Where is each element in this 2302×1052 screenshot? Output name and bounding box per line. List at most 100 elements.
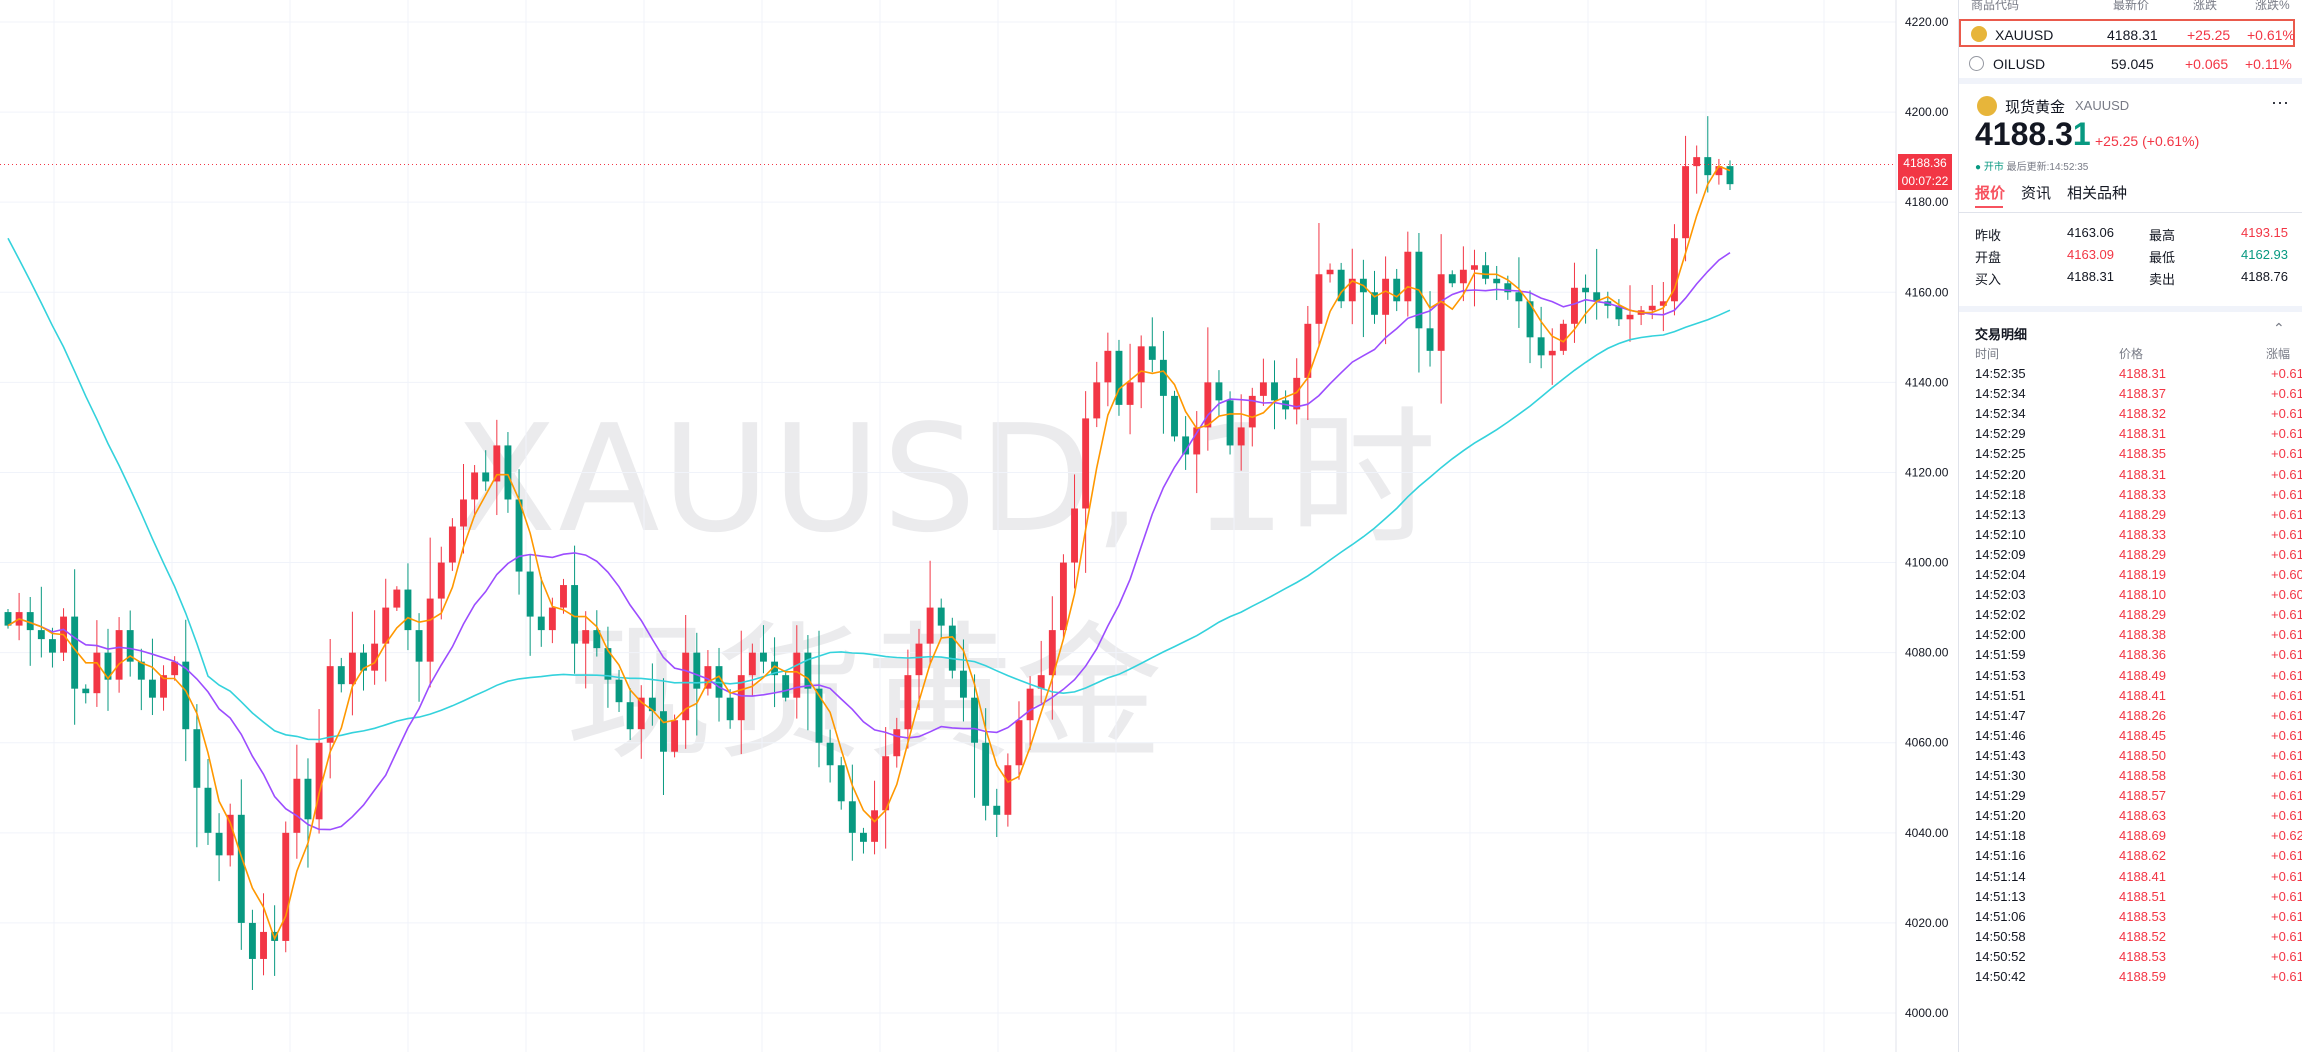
- candle-body[interactable]: [1204, 382, 1212, 428]
- candle-body[interactable]: [515, 499, 523, 572]
- candle-body[interactable]: [1504, 283, 1512, 293]
- candle-body[interactable]: [1404, 251, 1412, 302]
- candle-body[interactable]: [937, 607, 945, 626]
- candle-body[interactable]: [1115, 350, 1123, 405]
- candle-body[interactable]: [371, 643, 379, 671]
- candle-body[interactable]: [1004, 765, 1012, 815]
- candle-body[interactable]: [1571, 287, 1578, 324]
- candle-body[interactable]: [1304, 323, 1312, 378]
- tab-related[interactable]: 相关品种: [2067, 185, 2128, 202]
- candle-body[interactable]: [404, 589, 412, 631]
- candle-body[interactable]: [848, 801, 856, 833]
- candle-body[interactable]: [615, 679, 623, 703]
- candle-body[interactable]: [971, 697, 978, 743]
- candle-body[interactable]: [248, 922, 256, 959]
- candle-body[interactable]: [959, 670, 967, 698]
- candle-body[interactable]: [204, 787, 212, 833]
- candle-body[interactable]: [1137, 346, 1145, 383]
- candle-body[interactable]: [837, 765, 845, 802]
- candle-body[interactable]: [1048, 630, 1056, 676]
- candle-body[interactable]: [1704, 157, 1712, 176]
- candle-body[interactable]: [471, 472, 479, 500]
- candle-body[interactable]: [1315, 274, 1323, 324]
- candle-body[interactable]: [948, 625, 956, 671]
- candle-body[interactable]: [1471, 265, 1478, 270]
- candle-body[interactable]: [460, 499, 467, 527]
- candle-body[interactable]: [1671, 238, 1678, 302]
- candle-body[interactable]: [1237, 427, 1245, 446]
- col-symbol[interactable]: 商品代码: [1971, 0, 2020, 12]
- candle-body[interactable]: [571, 585, 579, 644]
- watchlist-row-oilusd[interactable]: OILUSD 59.045 +0.065 +0.11%: [1959, 50, 2295, 78]
- candle-body[interactable]: [1248, 395, 1256, 428]
- candle-body[interactable]: [1148, 346, 1156, 360]
- candle-body[interactable]: [160, 675, 167, 698]
- candle-body[interactable]: [315, 742, 323, 820]
- candle-body[interactable]: [526, 571, 534, 617]
- candle-body[interactable]: [1193, 427, 1201, 455]
- candle-body[interactable]: [1582, 287, 1590, 293]
- candle-body[interactable]: [1326, 269, 1334, 275]
- candle-body[interactable]: [1715, 166, 1723, 176]
- candle-body[interactable]: [1382, 278, 1390, 315]
- candle-body[interactable]: [1448, 274, 1456, 284]
- candle-body[interactable]: [1126, 382, 1134, 405]
- candle-body[interactable]: [1626, 314, 1634, 320]
- candle-body[interactable]: [1226, 400, 1234, 446]
- candle-body[interactable]: [782, 675, 790, 698]
- price-chart[interactable]: 4220.00 4200.00 4180.00 4160.00 4140.00 4120.…: [0, 0, 1956, 1052]
- candle-body[interactable]: [915, 643, 923, 676]
- candle-body[interactable]: [1537, 337, 1545, 356]
- candle-body[interactable]: [637, 697, 645, 730]
- candle-body[interactable]: [793, 652, 801, 698]
- candle-body[interactable]: [193, 729, 201, 788]
- candle-body[interactable]: [504, 445, 512, 500]
- candle-body[interactable]: [626, 702, 634, 730]
- candle-body[interactable]: [604, 648, 612, 680]
- candle-body[interactable]: [1371, 292, 1378, 315]
- candle-body[interactable]: [37, 630, 45, 640]
- candle-body[interactable]: [4, 612, 12, 626]
- candle-body[interactable]: [1015, 720, 1023, 766]
- candle-body[interactable]: [1437, 274, 1445, 351]
- candle-body[interactable]: [337, 666, 345, 685]
- candle-body[interactable]: [1037, 675, 1045, 689]
- candle-body[interactable]: [693, 652, 701, 689]
- candle-body[interactable]: [1559, 323, 1567, 351]
- candle-body[interactable]: [1071, 508, 1078, 563]
- candle-body[interactable]: [593, 630, 601, 649]
- more-options-icon[interactable]: ···: [2271, 92, 2289, 112]
- candle-body[interactable]: [1526, 301, 1534, 338]
- collapse-icon[interactable]: ⌃: [2273, 320, 2285, 336]
- candle-body[interactable]: [1482, 265, 1490, 279]
- candle-body[interactable]: [993, 805, 1001, 815]
- candle-body[interactable]: [237, 814, 245, 923]
- candle-body[interactable]: [648, 697, 656, 712]
- candle-body[interactable]: [115, 630, 123, 680]
- candle-body[interactable]: [904, 675, 912, 730]
- candle-body[interactable]: [704, 666, 712, 689]
- candle-body[interactable]: [493, 445, 501, 482]
- candle-body[interactable]: [804, 652, 812, 689]
- candle-body[interactable]: [1182, 436, 1190, 455]
- candle-body[interactable]: [771, 661, 779, 676]
- tab-quote[interactable]: 报价: [1975, 185, 2006, 202]
- candle-body[interactable]: [1337, 269, 1345, 302]
- candle-body[interactable]: [560, 585, 567, 608]
- candle-body[interactable]: [1393, 278, 1401, 302]
- candle-body[interactable]: [1104, 350, 1112, 383]
- candle-body[interactable]: [182, 661, 190, 730]
- candle-body[interactable]: [215, 832, 223, 856]
- candle-body[interactable]: [1726, 166, 1734, 185]
- candle-body[interactable]: [448, 526, 456, 563]
- candle-body[interactable]: [1615, 305, 1623, 320]
- candle-body[interactable]: [1459, 269, 1467, 284]
- candle-body[interactable]: [671, 720, 679, 752]
- candle-body[interactable]: [1059, 562, 1067, 631]
- candle-body[interactable]: [26, 612, 34, 631]
- candle-body[interactable]: [1426, 328, 1434, 351]
- candle-body[interactable]: [537, 616, 545, 631]
- candle-body[interactable]: [326, 666, 334, 743]
- candle-body[interactable]: [293, 778, 301, 833]
- candle-body[interactable]: [1348, 278, 1356, 302]
